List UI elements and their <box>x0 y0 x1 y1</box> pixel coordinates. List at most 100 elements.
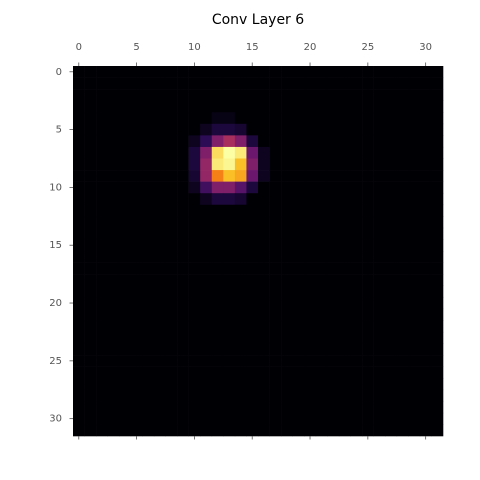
heatmap-cell <box>142 135 155 148</box>
heatmap-cell <box>373 389 386 402</box>
heatmap-cell <box>107 158 120 171</box>
heatmap-cell <box>362 274 374 286</box>
heatmap-cell <box>223 251 236 263</box>
heatmap-cell <box>350 227 363 240</box>
heatmap-cell <box>373 216 386 229</box>
heatmap-cell <box>373 123 386 136</box>
heatmap-cell <box>408 297 421 310</box>
heatmap-cell <box>281 308 293 321</box>
heatmap-cell <box>188 112 201 125</box>
heatmap-cell <box>119 123 132 136</box>
heatmap-cell <box>385 424 398 437</box>
heatmap-cell <box>304 378 317 391</box>
heatmap-cell <box>119 216 132 229</box>
heatmap-cell <box>362 320 374 333</box>
heatmap-cell <box>269 89 282 101</box>
heatmap-cell <box>84 355 97 367</box>
heatmap-cell <box>269 424 282 437</box>
heatmap-cell <box>223 262 236 275</box>
heatmap-cell <box>188 193 201 206</box>
heatmap-cell <box>385 285 398 298</box>
heatmap-cell <box>408 412 421 425</box>
heatmap-cell <box>281 146 293 159</box>
heatmap-cell <box>385 331 398 344</box>
heatmap-cell <box>338 343 351 356</box>
heatmap-cell <box>107 239 120 252</box>
heatmap-cell <box>177 262 189 275</box>
heatmap-cell <box>73 227 85 240</box>
heatmap-cell <box>304 123 317 136</box>
heatmap-cell <box>281 285 293 298</box>
heatmap-cell <box>419 77 432 90</box>
heatmap-cell <box>188 158 201 171</box>
heatmap-cell <box>338 274 351 286</box>
heatmap-cell <box>188 239 201 252</box>
heatmap-cell <box>200 320 213 333</box>
heatmap-cell <box>177 193 189 206</box>
heatmap-cell <box>396 355 409 367</box>
heatmap-cell <box>408 251 421 263</box>
heatmap-cell <box>96 204 108 217</box>
heatmap-cell <box>130 401 143 414</box>
heatmap-cell <box>130 355 143 367</box>
heatmap-cell <box>188 389 201 402</box>
heatmap-cell <box>315 204 328 217</box>
heatmap-cell <box>419 401 432 414</box>
heatmap-cell <box>431 343 444 356</box>
heatmap-cell <box>130 204 143 217</box>
heatmap-cell <box>315 135 328 148</box>
y-tick-label: 30 <box>49 414 62 425</box>
heatmap-cell <box>142 227 155 240</box>
heatmap-cell <box>223 158 236 171</box>
heatmap-cell <box>107 355 120 367</box>
heatmap-cell <box>373 100 386 113</box>
heatmap-cell <box>269 216 282 229</box>
heatmap-cell <box>73 412 85 425</box>
heatmap-cell <box>165 193 178 206</box>
heatmap-cell <box>130 112 143 125</box>
heatmap-cell <box>362 308 374 321</box>
heatmap-cell <box>304 251 317 263</box>
heatmap-cell <box>73 297 85 310</box>
y-tick-label: 0 <box>56 67 62 78</box>
heatmap-cell <box>211 251 224 263</box>
heatmap-cell <box>281 89 293 101</box>
heatmap-cell <box>223 89 236 101</box>
heatmap-cell <box>396 320 409 333</box>
heatmap-cell <box>385 412 398 425</box>
heatmap-cell <box>153 285 166 298</box>
heatmap-cell <box>292 285 305 298</box>
x-tick-label: 0 <box>76 42 82 53</box>
heatmap-cell <box>292 193 305 206</box>
heatmap-cell <box>292 77 305 90</box>
heatmap-cell <box>130 89 143 101</box>
heatmap-cell <box>211 366 224 379</box>
heatmap-cell <box>234 424 247 437</box>
heatmap-cell <box>211 331 224 344</box>
heatmap-cell <box>96 181 108 194</box>
heatmap-cell <box>292 297 305 310</box>
heatmap-cell <box>431 158 444 171</box>
heatmap-cell <box>119 378 132 391</box>
heatmap-cell <box>408 343 421 356</box>
heatmap-cell <box>431 424 444 437</box>
heatmap-cell <box>419 100 432 113</box>
heatmap-cell <box>211 412 224 425</box>
heatmap-cell <box>396 193 409 206</box>
heatmap-cell <box>362 89 374 101</box>
heatmap-cell <box>350 239 363 252</box>
heatmap-cell <box>315 343 328 356</box>
heatmap-cell <box>153 320 166 333</box>
heatmap-cell <box>419 158 432 171</box>
heatmap-cell <box>258 274 270 286</box>
heatmap-cell <box>234 77 247 90</box>
heatmap-cell <box>142 193 155 206</box>
heatmap-cell <box>281 193 293 206</box>
heatmap-cell <box>211 89 224 101</box>
heatmap-cell <box>223 204 236 217</box>
heatmap-cell <box>258 77 270 90</box>
heatmap-cell <box>188 366 201 379</box>
heatmap-cell <box>269 100 282 113</box>
heatmap-cell <box>165 366 178 379</box>
heatmap-cell <box>281 251 293 263</box>
